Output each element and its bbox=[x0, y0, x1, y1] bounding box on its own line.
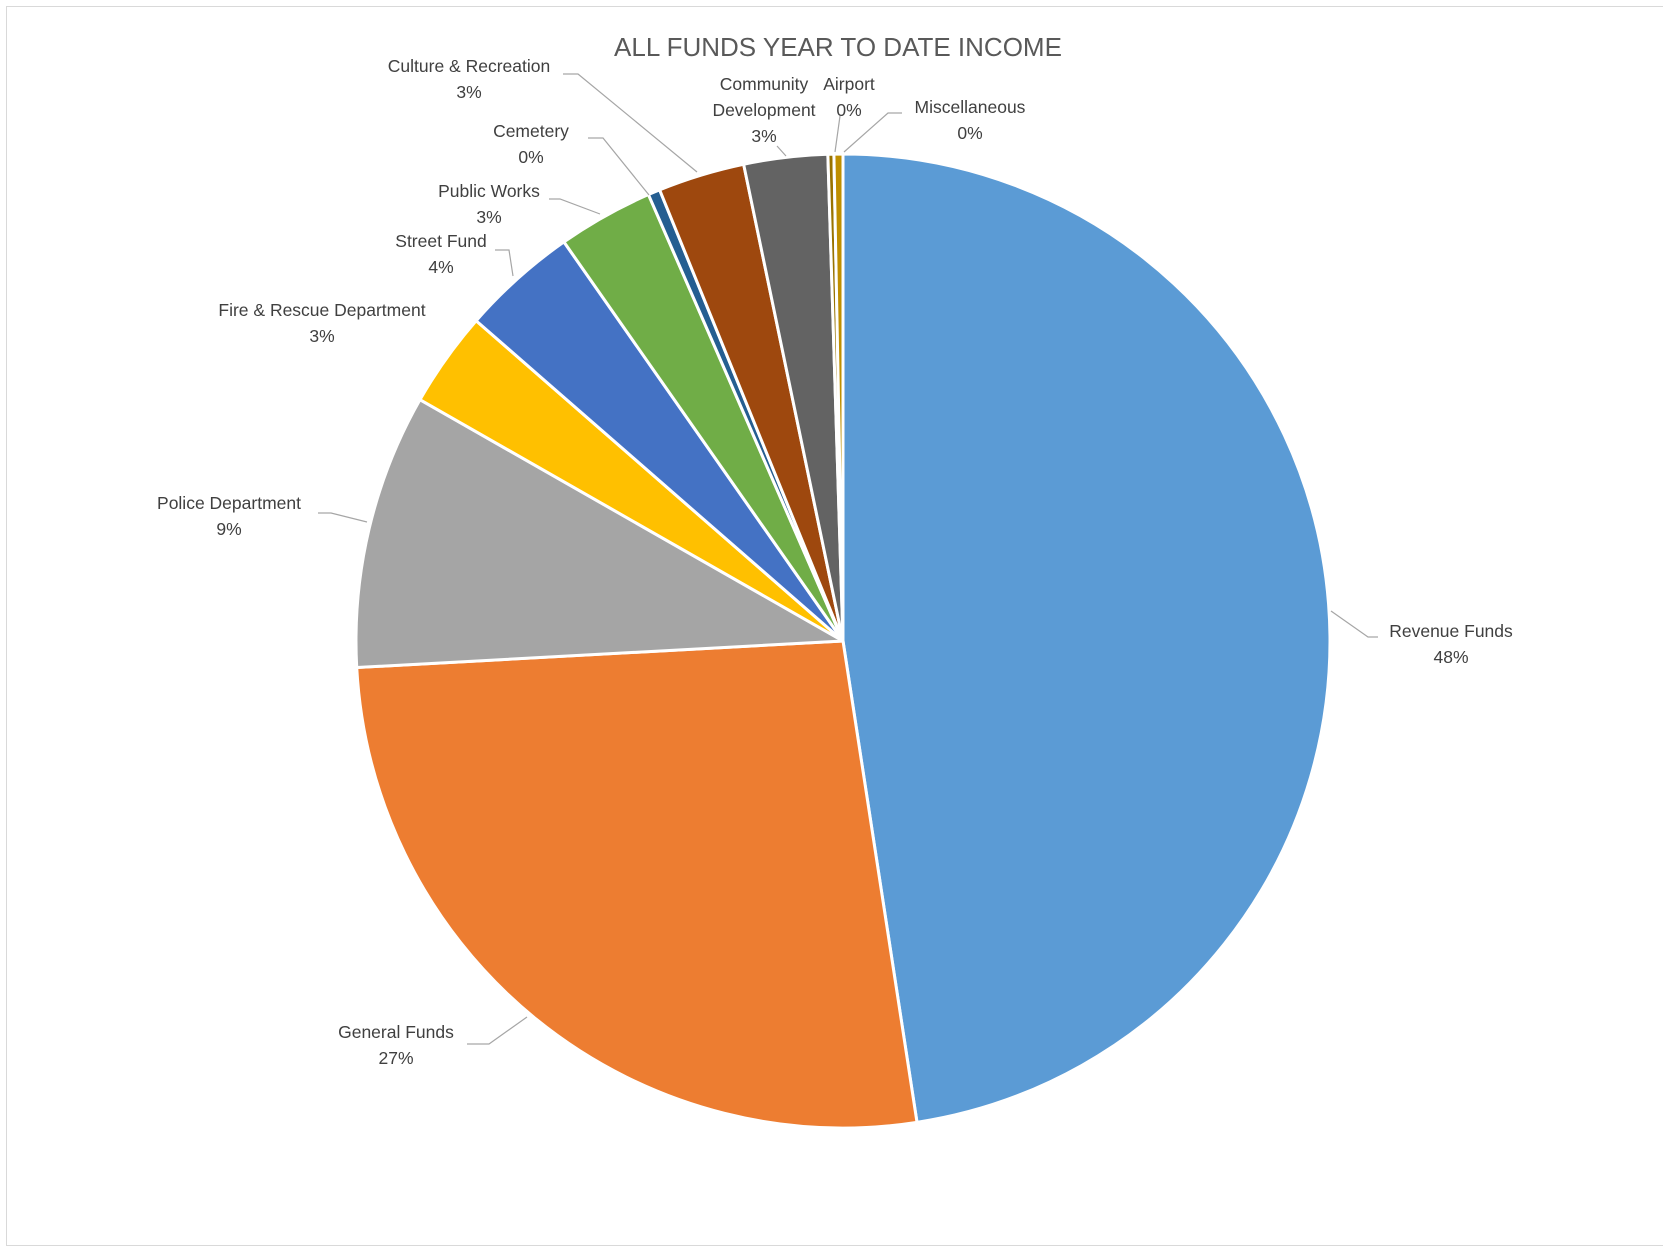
leader-line-culture-and-recreation bbox=[563, 73, 698, 173]
leader-line-community-development bbox=[776, 145, 787, 157]
pie-slice-revenue-funds bbox=[841, 152, 1332, 1124]
data-label-value-airport-1: 0% bbox=[836, 100, 861, 120]
data-label-value-miscellaneous-1: 0% bbox=[957, 123, 982, 143]
data-labels: Revenue Funds 48% General Funds 27% Police D… bbox=[157, 56, 1513, 1068]
leader-lines bbox=[318, 73, 1378, 1045]
leader-line-general-funds bbox=[467, 1016, 528, 1045]
leader-line-street-fund bbox=[495, 249, 514, 277]
data-label-name-general-funds: General Funds bbox=[338, 1022, 454, 1042]
data-label-name-public-works: Public Works bbox=[438, 181, 540, 201]
data-label-name-fire-and-rescue-department: Fire & Rescue Department bbox=[218, 300, 425, 320]
pie-slices bbox=[354, 152, 1332, 1130]
pie-slice-general-funds bbox=[355, 639, 919, 1130]
data-label-name-community-development-1: Development bbox=[712, 100, 815, 120]
leader-line-miscellaneous bbox=[843, 112, 902, 153]
data-label-value-street-fund-1: 4% bbox=[428, 257, 453, 277]
leader-line-police-department bbox=[318, 512, 368, 523]
data-label-name-community-development: Community bbox=[720, 74, 809, 94]
data-label-value-cemetery-1: 0% bbox=[518, 147, 543, 167]
data-label-value-fire-and-rescue-department-1: 3% bbox=[309, 326, 334, 346]
leader-line-public-works bbox=[549, 198, 601, 215]
data-label-name-street-fund: Street Fund bbox=[395, 231, 486, 251]
pie-slice-miscellaneous bbox=[832, 152, 845, 643]
data-label-value-culture-and-recreation-1: 3% bbox=[456, 82, 481, 102]
leader-line-airport bbox=[834, 115, 841, 153]
data-label-value-police-department-1: 9% bbox=[216, 519, 241, 539]
pie-slice-police-department bbox=[354, 398, 845, 670]
data-label-value-community-development-2: 3% bbox=[751, 126, 776, 146]
data-label-value-general-funds-1: 27% bbox=[378, 1048, 413, 1068]
data-label-name-revenue-funds: Revenue Funds bbox=[1389, 621, 1513, 641]
data-label-name-police-department: Police Department bbox=[157, 493, 301, 513]
chart-title: ALL FUNDS YEAR TO DATE INCOME bbox=[614, 32, 1062, 62]
data-label-value-public-works-1: 3% bbox=[476, 207, 501, 227]
data-label-name-airport: Airport bbox=[823, 74, 875, 94]
leader-line-cemetery bbox=[588, 137, 650, 196]
data-label-name-miscellaneous: Miscellaneous bbox=[915, 97, 1026, 117]
data-label-name-culture-and-recreation: Culture & Recreation bbox=[388, 56, 550, 76]
leader-line-revenue-funds bbox=[1330, 610, 1378, 638]
data-label-name-cemetery: Cemetery bbox=[493, 121, 569, 141]
data-label-value-revenue-funds-1: 48% bbox=[1433, 647, 1468, 667]
